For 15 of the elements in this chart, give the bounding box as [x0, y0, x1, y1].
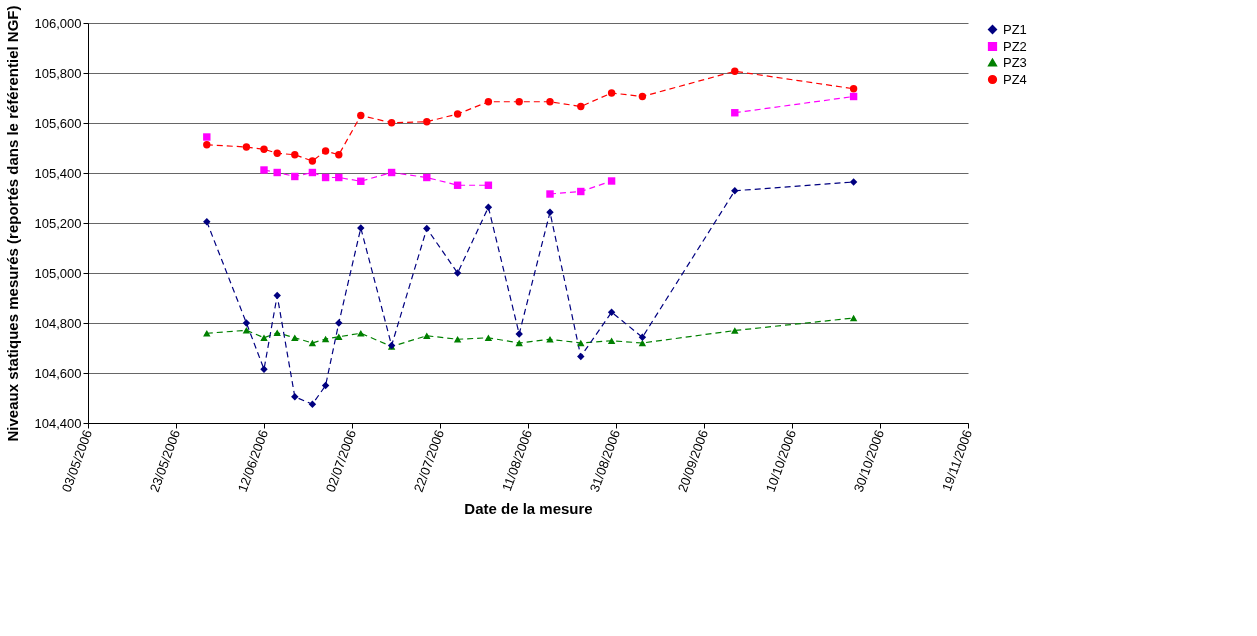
y-tick-label: 106,000	[34, 15, 82, 31]
legend-label: PZ2	[1003, 38, 1027, 54]
y-tick-label: 104,600	[34, 365, 82, 381]
x-axis-title: Date de la mesure	[464, 500, 593, 518]
y-tick-label: 105,800	[34, 65, 82, 81]
y-tick-label: 104,400	[34, 415, 82, 431]
legend-label: PZ1	[1003, 21, 1027, 37]
y-axis-title: Niveaux statiques mesurés (reportés dans le référentiel NGF)	[3, 5, 21, 442]
y-tick-label: 105,200	[34, 215, 82, 231]
y-tick-label: 105,600	[34, 115, 82, 131]
legend-label: PZ3	[1003, 54, 1027, 70]
y-tick-label: 105,000	[34, 265, 82, 281]
y-tick-label: 105,400	[34, 165, 82, 181]
legend-label: PZ4	[1003, 71, 1027, 87]
y-tick-label: 104,800	[34, 315, 82, 331]
